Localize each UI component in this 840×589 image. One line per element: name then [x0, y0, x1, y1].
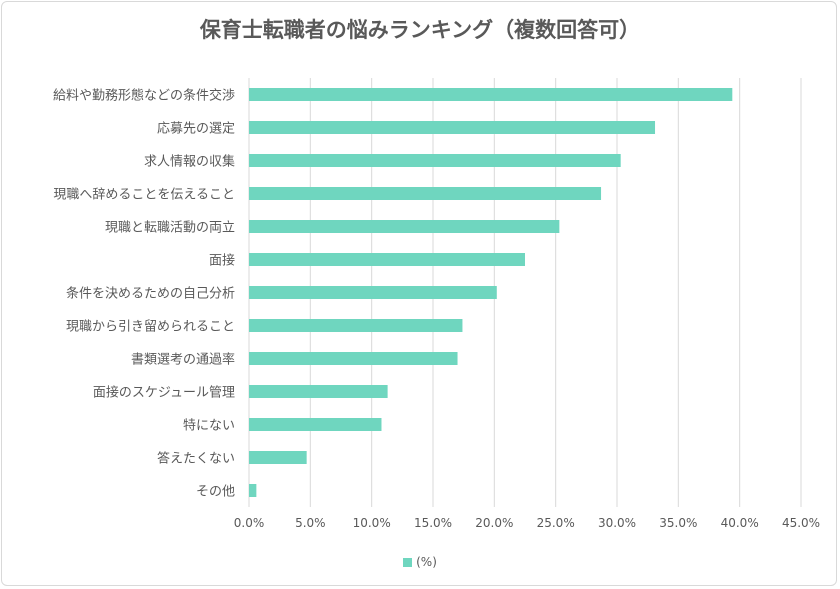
bars: [249, 88, 733, 497]
chart-title: 保育士転職者の悩みランキング（複数回答可）: [199, 18, 641, 42]
category-label: その他: [196, 485, 235, 500]
bar: [249, 187, 602, 200]
x-tick-label: 15.0%: [414, 516, 452, 530]
bar: [249, 88, 733, 101]
bar: [249, 286, 497, 299]
bar: [249, 121, 656, 134]
x-tick-label: 0.0%: [234, 516, 265, 530]
category-label: 現職と転職活動の両立: [105, 221, 235, 236]
category-label: 答えたくない: [157, 451, 235, 467]
category-label: 現職から引き留められること: [66, 320, 235, 335]
legend-label: (%): [416, 555, 437, 569]
legend: (%): [0, 555, 840, 569]
x-tick-label: 30.0%: [598, 516, 636, 530]
bar: [249, 220, 560, 233]
category-label: 現職へ辞めることを伝えること: [53, 188, 235, 203]
x-tick-label: 40.0%: [721, 516, 759, 530]
x-tick-label: 5.0%: [295, 516, 326, 530]
bar: [249, 319, 463, 332]
bar: [249, 484, 257, 497]
legend-swatch: [403, 558, 413, 567]
x-tick-label: 45.0%: [782, 516, 820, 530]
x-tick-label: 35.0%: [659, 516, 697, 530]
category-label: 特にない: [183, 419, 235, 434]
x-tick-labels: 0.0% 5.0% 10.0% 15.0% 20.0% 25.0% 30.0% 35.0% 40…: [234, 516, 820, 530]
x-tick-label: 20.0%: [475, 516, 513, 530]
category-label: 給料や勤務形態などの条件交渉: [53, 88, 235, 104]
bar: [249, 418, 382, 431]
category-label: 面接のスケジュール管理: [93, 385, 235, 401]
category-label: 応募先の選定: [157, 122, 235, 137]
bar: [249, 253, 525, 266]
category-labels: 給料や勤務形態などの条件交渉応募先の選定求人情報の収集現職へ辞めることを伝えるこ…: [53, 88, 235, 500]
category-label: 求人情報の収集: [144, 154, 235, 170]
category-label: 書類選考の通過率: [131, 352, 235, 368]
bar: [249, 451, 307, 464]
x-tick-label: 10.0%: [353, 516, 391, 530]
category-label: 面接: [209, 253, 235, 269]
category-label: 条件を決めるための自己分析: [66, 286, 235, 302]
x-tick-label: 25.0%: [537, 516, 575, 530]
bar: [249, 154, 621, 167]
bar: [249, 352, 458, 365]
bar: [249, 385, 388, 398]
